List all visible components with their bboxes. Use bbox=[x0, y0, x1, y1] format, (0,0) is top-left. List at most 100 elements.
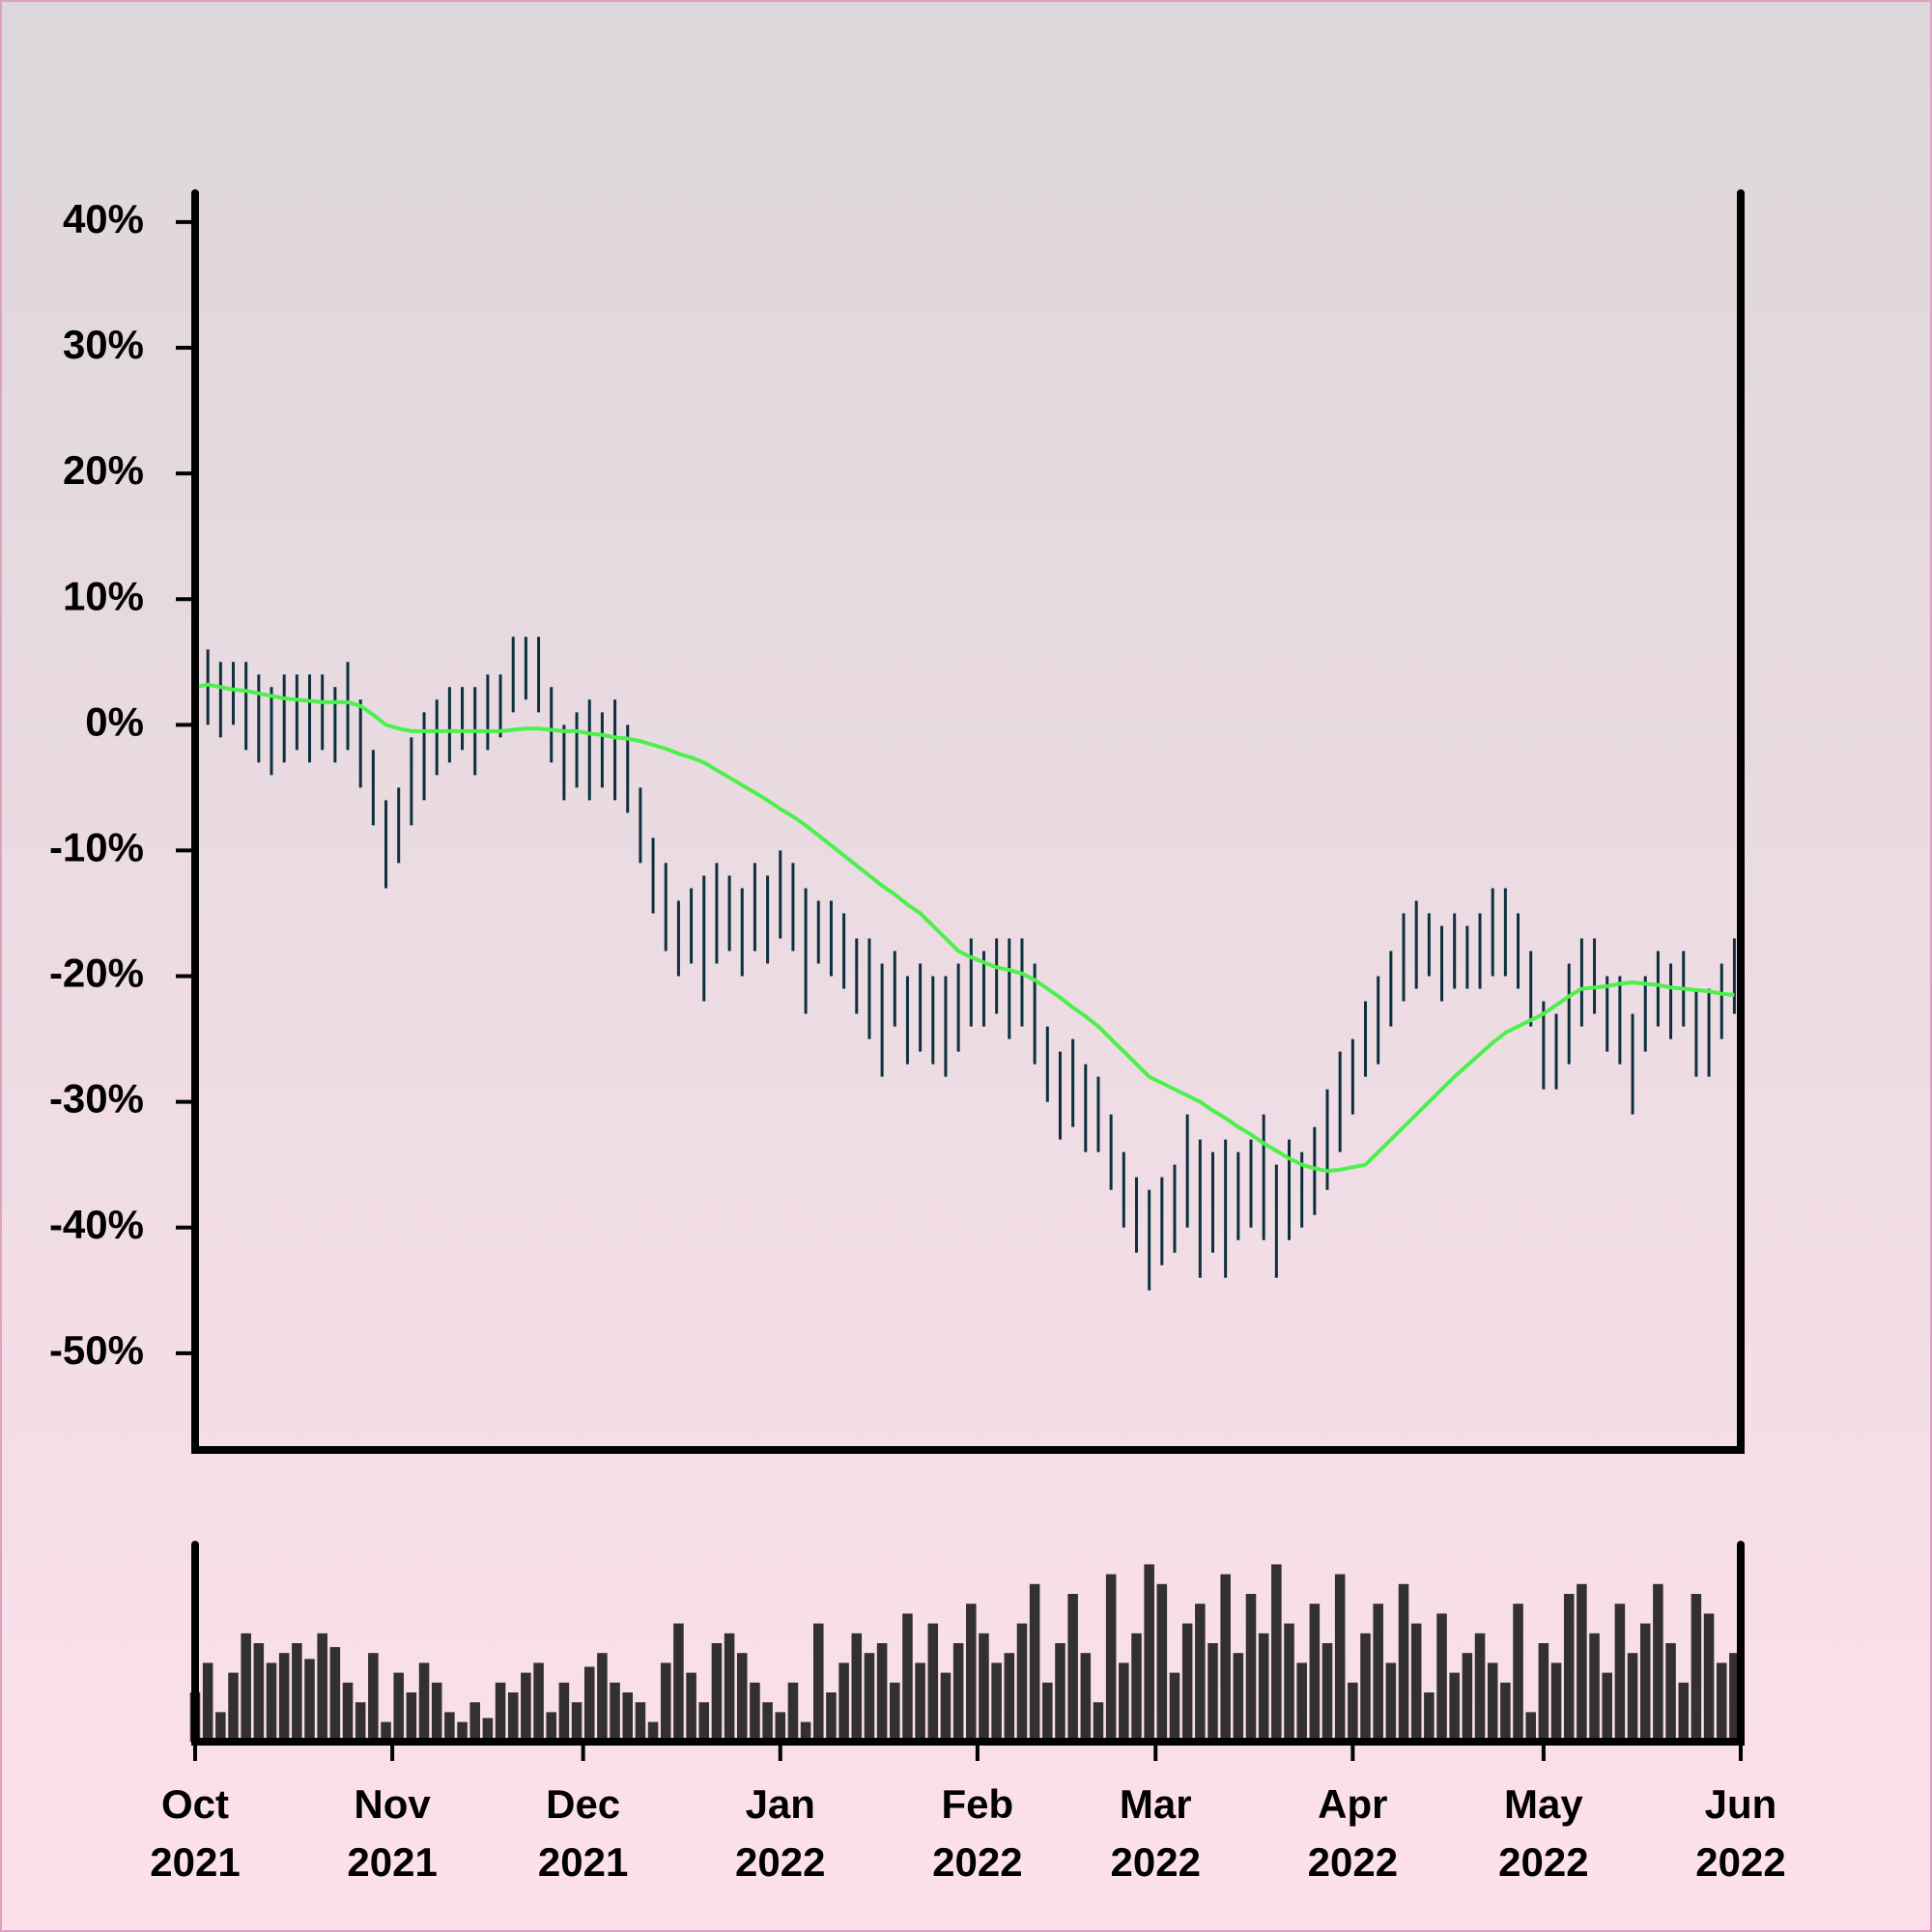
volume-bar bbox=[1220, 1574, 1231, 1742]
volume-bar bbox=[241, 1633, 251, 1742]
volume-bar bbox=[597, 1653, 608, 1742]
volume-bar bbox=[1271, 1564, 1282, 1742]
volume-bar bbox=[762, 1702, 773, 1742]
volume-bar bbox=[864, 1653, 875, 1742]
volume-bar bbox=[1348, 1682, 1358, 1742]
volume-bar bbox=[1690, 1594, 1702, 1742]
volume-bar bbox=[266, 1662, 277, 1742]
volume-bar bbox=[750, 1682, 760, 1742]
volume-bar bbox=[1258, 1633, 1269, 1742]
volume-bar bbox=[393, 1672, 404, 1742]
volume-bar bbox=[457, 1721, 468, 1742]
volume-bar bbox=[558, 1682, 570, 1742]
y-tick-label: 10% bbox=[63, 573, 144, 618]
volume-bar bbox=[381, 1721, 391, 1742]
volume-bar bbox=[1500, 1682, 1511, 1742]
volume-bar bbox=[711, 1643, 723, 1742]
volume-bar bbox=[228, 1672, 239, 1742]
volume-bar bbox=[851, 1633, 863, 1742]
volume-bar bbox=[1284, 1623, 1294, 1742]
volume-bar bbox=[1462, 1653, 1473, 1742]
y-tick-label: -10% bbox=[49, 825, 144, 870]
y-tick-label: -20% bbox=[49, 951, 144, 996]
volume-bar bbox=[1716, 1662, 1727, 1742]
volume-bar bbox=[673, 1623, 684, 1742]
volume-bar bbox=[1563, 1594, 1575, 1742]
y-tick-label: 20% bbox=[63, 447, 144, 493]
volume-bar bbox=[724, 1633, 735, 1742]
volume-bar bbox=[838, 1662, 849, 1742]
volume-bar bbox=[1487, 1662, 1498, 1742]
volume-bar bbox=[1602, 1672, 1612, 1742]
volume-bar bbox=[292, 1643, 302, 1742]
volume-bar bbox=[800, 1721, 811, 1742]
volume-bar bbox=[1703, 1613, 1715, 1742]
y-tick-label: 40% bbox=[63, 196, 144, 242]
volume-bar bbox=[660, 1662, 671, 1742]
volume-bar bbox=[1067, 1594, 1078, 1742]
volume-bar bbox=[444, 1712, 455, 1742]
volume-bar bbox=[813, 1623, 824, 1742]
volume-bar bbox=[469, 1702, 480, 1742]
x-tick-label: Apr 2022 bbox=[1307, 1781, 1399, 1885]
volume-bar bbox=[1385, 1662, 1397, 1742]
volume-bar bbox=[1550, 1662, 1562, 1742]
x-tick-label: Dec 2021 bbox=[537, 1781, 629, 1885]
volume-bar bbox=[431, 1682, 442, 1742]
volume-bar bbox=[736, 1653, 748, 1742]
volume-bar bbox=[1233, 1653, 1244, 1742]
volume-bar bbox=[1029, 1583, 1040, 1742]
volume-bar bbox=[533, 1662, 544, 1742]
volume-bar bbox=[1577, 1583, 1587, 1742]
volume-bar bbox=[355, 1702, 366, 1742]
volume-bar bbox=[1410, 1623, 1422, 1742]
moving-average bbox=[194, 682, 1735, 1174]
volume-bar bbox=[1360, 1633, 1371, 1742]
volume-bar bbox=[698, 1702, 710, 1742]
volume-bar bbox=[1678, 1682, 1690, 1742]
volume-bar bbox=[991, 1662, 1002, 1742]
axis-frame bbox=[191, 1541, 1745, 1746]
volume-bar bbox=[253, 1643, 265, 1742]
volume-bar bbox=[787, 1682, 799, 1742]
volume-bar bbox=[1245, 1594, 1257, 1742]
volume-bar bbox=[1424, 1692, 1435, 1742]
volume-bar bbox=[1525, 1712, 1536, 1742]
x-tick-label: Nov 2021 bbox=[347, 1781, 438, 1885]
volume-bar bbox=[1398, 1583, 1409, 1742]
volume-bar bbox=[1614, 1604, 1626, 1742]
volume-bar bbox=[317, 1633, 327, 1742]
volume-bar bbox=[482, 1718, 494, 1742]
volume-bar bbox=[826, 1692, 837, 1742]
volume-bar bbox=[1653, 1583, 1663, 1742]
volume-bar bbox=[1055, 1643, 1065, 1742]
x-tick-label: Mar 2022 bbox=[1110, 1781, 1201, 1885]
volume-bar bbox=[979, 1633, 989, 1742]
y-tick-label: -50% bbox=[49, 1327, 144, 1373]
volume-bar bbox=[278, 1653, 290, 1742]
volume-bar bbox=[1016, 1623, 1028, 1742]
volume-bar bbox=[1144, 1564, 1154, 1742]
volume-bar bbox=[1334, 1574, 1346, 1742]
volume-bar bbox=[890, 1682, 900, 1742]
volume-bar bbox=[1042, 1682, 1053, 1742]
volume-bar bbox=[1004, 1653, 1015, 1742]
volume-bar bbox=[495, 1682, 506, 1742]
volume-bar bbox=[329, 1647, 341, 1742]
volume-bar bbox=[1309, 1604, 1321, 1742]
volume-bar bbox=[546, 1712, 556, 1742]
volume-bar bbox=[1105, 1574, 1117, 1742]
volume-bar bbox=[1538, 1643, 1549, 1742]
y-tick-label: 30% bbox=[63, 322, 144, 367]
volume-bar bbox=[583, 1666, 595, 1742]
y-tick-label: -40% bbox=[49, 1202, 144, 1247]
volume-bar bbox=[1627, 1653, 1638, 1742]
volume-bar bbox=[966, 1604, 977, 1742]
volume-bar bbox=[1131, 1633, 1142, 1742]
volume-bar bbox=[952, 1643, 964, 1742]
volume-bar bbox=[368, 1653, 379, 1742]
volume-bar bbox=[1169, 1672, 1180, 1742]
volume-bar bbox=[215, 1712, 226, 1742]
